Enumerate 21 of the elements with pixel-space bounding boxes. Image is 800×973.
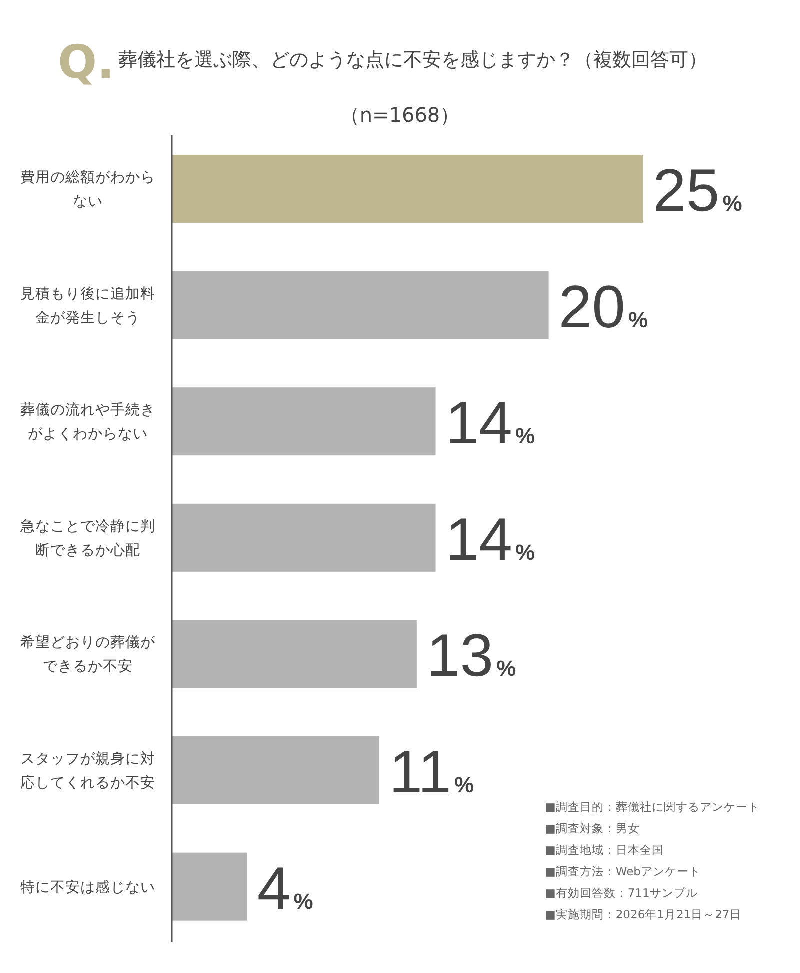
y-tick-label: 費用の総額がわからない <box>20 169 156 210</box>
y-tick-label: 希望どおりの葬儀ができるか不安 <box>20 634 156 676</box>
y-tick-label: 急なことで冷静に判断できるか心配 <box>20 518 156 559</box>
annotation: ■調査方法：Webアンケート <box>545 864 701 878</box>
y-tick-label: 葬儀の流れや手続きがよくわからない <box>20 402 156 443</box>
value-label: 13% <box>426 622 516 690</box>
value-label: 14% <box>446 506 536 573</box>
annotation: ■実施期間：2026年1月21日～27日 <box>545 908 742 922</box>
value-label: 25% <box>653 157 742 224</box>
y-tick-label: 見積もり後に追加料金が発生しそう <box>20 285 156 326</box>
y-tick-label: スタッフが親身に対応してくれるか不安 <box>20 750 156 792</box>
value-label: 4% <box>257 854 314 922</box>
y-tick-label: 特に不安は感じない <box>20 878 156 896</box>
value-label: 14% <box>446 390 536 457</box>
annotation: ■調査地域：日本全国 <box>545 843 664 857</box>
chart-subtitle: （n=1668） <box>340 103 460 127</box>
annotation: ■調査目的：葬儀社に関するアンケート <box>545 800 760 814</box>
value-label: 11% <box>389 738 474 806</box>
annotation: ■有効回答数：711サンプル <box>545 886 698 900</box>
value-label: 20% <box>558 273 648 340</box>
annotation: ■調査対象：男女 <box>545 822 640 836</box>
